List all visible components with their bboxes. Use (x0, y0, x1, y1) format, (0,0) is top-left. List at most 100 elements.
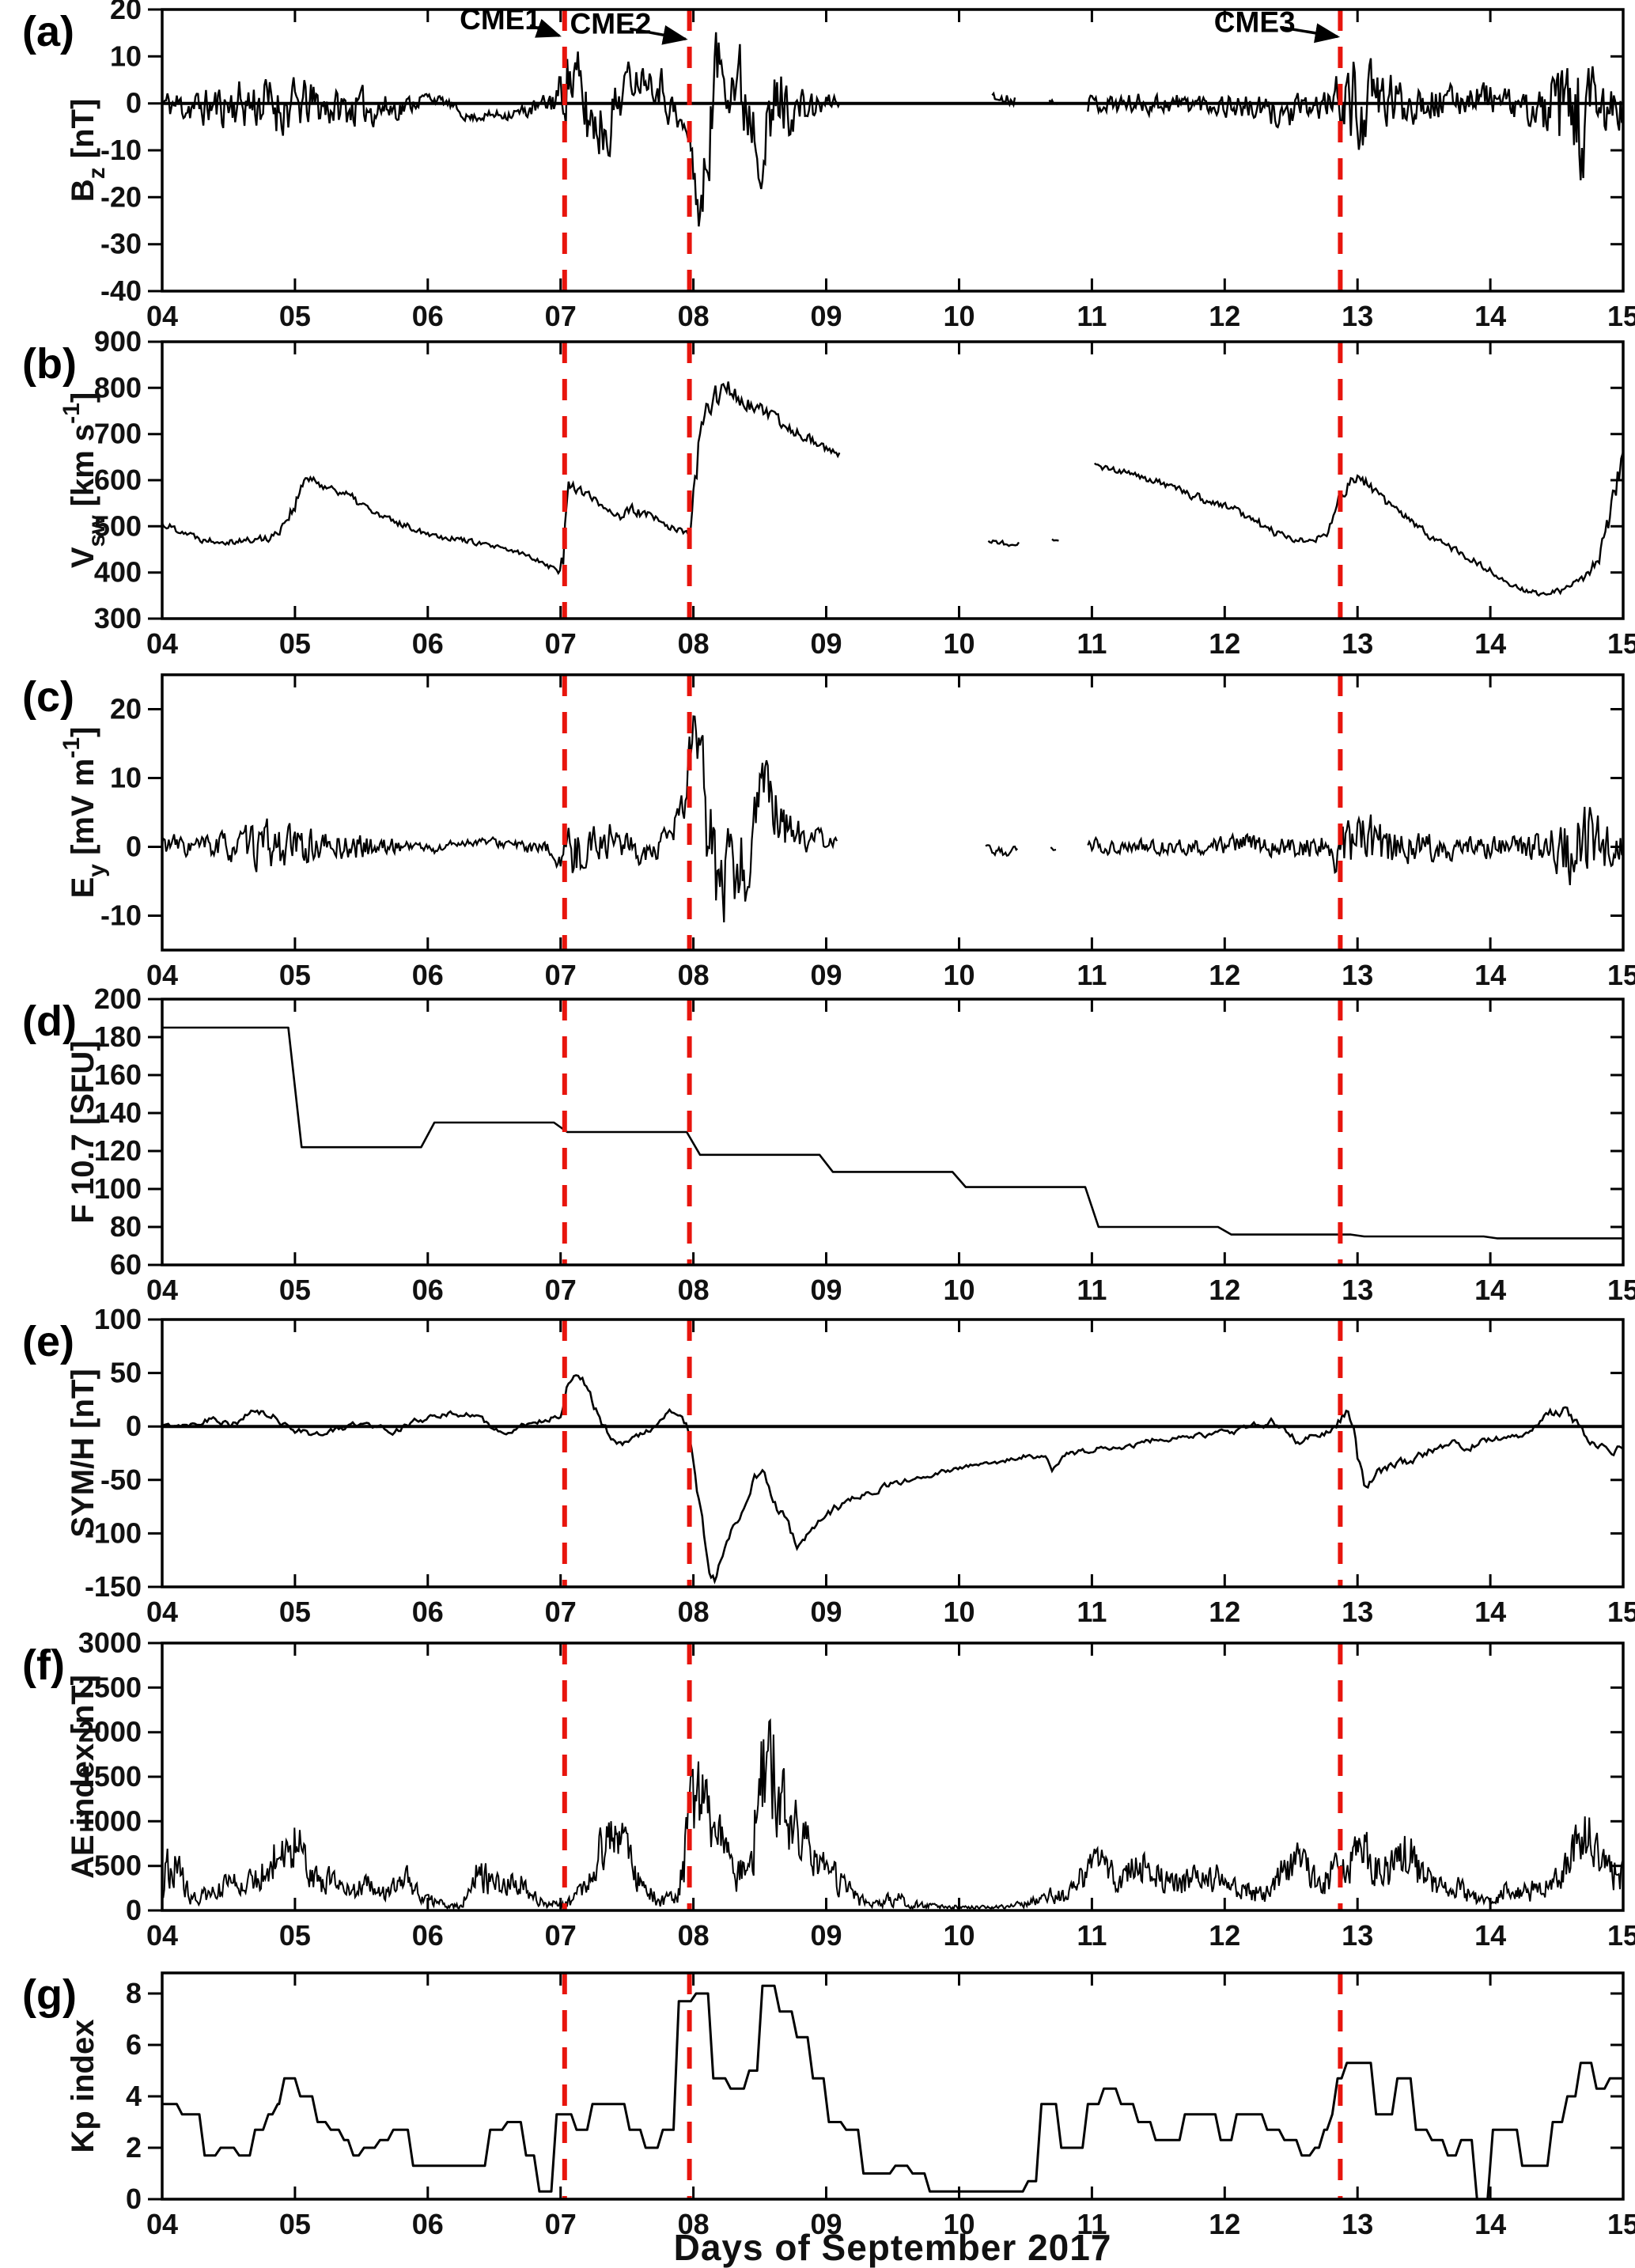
x-tick-label: 10 (943, 627, 975, 660)
data-series (1048, 98, 1058, 105)
y-axis-label: Bz [nT] (66, 99, 110, 203)
x-tick-label: 15 (1607, 1274, 1635, 1306)
y-tick-label: 4 (126, 2080, 142, 2112)
plot-border (161, 340, 1625, 620)
data-series (985, 844, 1019, 858)
x-tick-label: 13 (1342, 1919, 1373, 1952)
panel-e: 04 05 06 07 08 09 10 11 12 13 14 15 -150 -100 -50 0 50 10… (22, 1303, 1635, 1628)
y-tick-label: -50 (100, 1463, 142, 1496)
y-tick-label: -100 (85, 1516, 142, 1549)
annotation-arrow-cme2 (629, 25, 688, 45)
x-tick-label: 14 (1474, 627, 1506, 660)
series-group (162, 1374, 1623, 1585)
x-tick-label: 07 (545, 1596, 577, 1628)
annotation-arrow-cme3 (1280, 23, 1341, 44)
y-tick-label: 1500 (78, 1760, 142, 1793)
x-tick-label: 11 (1077, 2208, 1107, 2240)
y-tick-label: 10 (110, 762, 142, 794)
x-tick-label: 08 (678, 300, 710, 332)
y-tick-label: 0 (126, 831, 142, 863)
y-tick-label: 3000 (78, 1626, 142, 1659)
y-tick-label: 2500 (78, 1671, 142, 1703)
plot-border (161, 8, 1625, 293)
series-group (162, 381, 1623, 597)
x-tick-label: 05 (279, 2208, 311, 2240)
y-tick-label: -20 (100, 180, 142, 213)
data-series (162, 1717, 1623, 1910)
y-tick-label: 0 (126, 87, 142, 119)
data-series (1087, 806, 1623, 886)
panel-letter-e: (e) (22, 1318, 74, 1365)
x-tick-label: 11 (1077, 1274, 1107, 1306)
x-tick-label: 10 (943, 2208, 975, 2240)
x-tick-label: 12 (1209, 1274, 1240, 1306)
y-tick-label: 700 (94, 418, 142, 450)
x-tick-label: 10 (943, 300, 975, 332)
y-tick-label: 80 (110, 1210, 142, 1243)
y-tick-label: 300 (94, 602, 142, 634)
x-tick-label: 11 (1077, 959, 1107, 991)
x-tick-label: 08 (678, 1919, 710, 1952)
y-tick-label: -40 (100, 275, 142, 307)
x-tick-label: 09 (810, 959, 842, 991)
y-tick-label: -10 (100, 899, 142, 932)
x-axis-title: Days of September 2017 (673, 2227, 1112, 2268)
plot-border (161, 1641, 1625, 1912)
x-tick-label: 06 (412, 627, 444, 660)
x-tick-label: 14 (1474, 1274, 1506, 1306)
series-group (162, 715, 1623, 922)
data-series (162, 32, 841, 227)
data-series (162, 715, 838, 922)
panel-letter-a: (a) (22, 8, 74, 55)
y-tick-label: 20 (110, 693, 142, 725)
x-tick-label: 06 (412, 1596, 444, 1628)
series-group (162, 1026, 1623, 1240)
x-tick-label: 04 (146, 627, 178, 660)
y-tick-label: 600 (94, 464, 142, 496)
y-tick-label: 2000 (78, 1716, 142, 1748)
x-tick-label: 07 (545, 959, 577, 991)
y-tick-label: 140 (94, 1096, 142, 1129)
panel-letter-b: (b) (22, 340, 77, 388)
y-tick-label: -150 (85, 1570, 142, 1603)
y-tick-label: 60 (110, 1248, 142, 1281)
panel-a: 04 05 06 07 08 09 10 11 12 13 14 15 -40 -30 -20 -10 0 10 2… (22, 0, 1635, 332)
y-tick-label: 500 (94, 509, 142, 542)
panel-g: 04 05 06 07 08 09 10 11 12 13 14 15 0 2 4 6 8 (g)Kp index (22, 1971, 1635, 2240)
x-tick-label: 09 (810, 1596, 842, 1628)
y-tick-label: 100 (94, 1172, 142, 1205)
x-tick-label: 05 (279, 300, 311, 332)
x-tick-label: 12 (1209, 2208, 1240, 2240)
x-tick-label: 10 (943, 959, 975, 991)
plot-border (161, 1318, 1625, 1588)
x-tick-label: 10 (943, 1596, 975, 1628)
panel-letter-d: (d) (22, 998, 77, 1045)
plot-border (161, 998, 1625, 1267)
y-tick-label: 8 (126, 1977, 142, 2009)
y-tick-label: 0 (126, 1894, 142, 1926)
x-tick-label: 15 (1607, 300, 1635, 332)
data-series (1050, 846, 1057, 851)
x-tick-label: 07 (545, 2208, 577, 2240)
y-tick-label: 6 (126, 2028, 142, 2061)
x-tick-label: 05 (279, 1919, 311, 1952)
panel-b: 04 05 06 07 08 09 10 11 12 13 14 15 300 400 500 600 700 8… (22, 325, 1635, 660)
x-tick-label: 06 (412, 300, 444, 332)
y-axis-label: SYM/H [nT] (66, 1369, 100, 1537)
y-tick-label: 900 (94, 325, 142, 358)
data-series (162, 1374, 1623, 1585)
x-tick-label: 15 (1607, 2208, 1635, 2240)
x-tick-label: 09 (810, 2208, 842, 2240)
y-tick-label: -30 (100, 228, 142, 260)
x-tick-label: 15 (1607, 627, 1635, 660)
panel-letter-f: (f) (22, 1641, 65, 1689)
x-tick-label: 05 (279, 1596, 311, 1628)
x-tick-label: 13 (1342, 2208, 1373, 2240)
data-series (1087, 58, 1623, 180)
panel-f: 04 05 06 07 08 09 10 11 12 13 14 15 0 500 1000 1500 2000… (22, 1626, 1635, 1952)
x-tick-label: 07 (545, 1274, 577, 1306)
y-tick-label: 2 (126, 2131, 142, 2164)
x-tick-label: 12 (1209, 959, 1240, 991)
